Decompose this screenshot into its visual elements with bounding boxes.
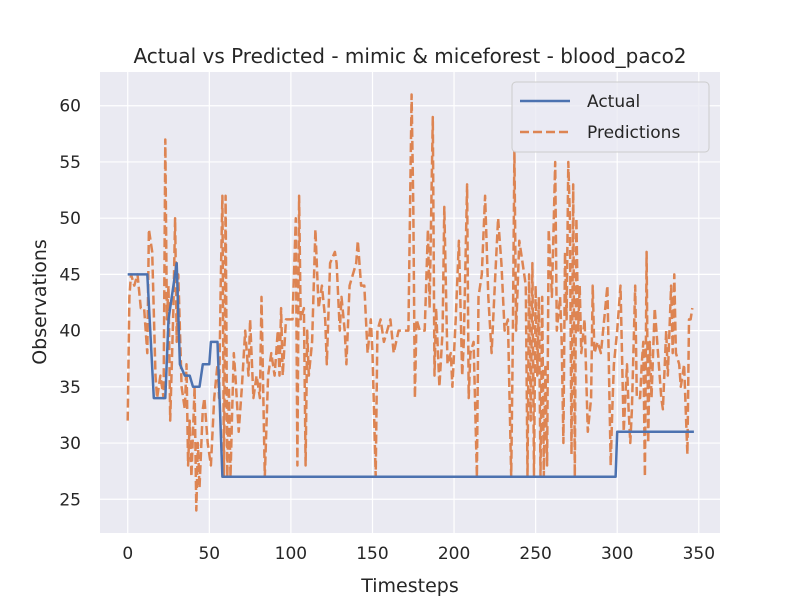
y-tick-label: 50 (59, 209, 81, 229)
x-tick-label: 100 (275, 544, 307, 564)
y-tick-label: 35 (59, 378, 81, 398)
x-tick-label: 200 (438, 544, 470, 564)
legend-label-predictions: Predictions (587, 123, 680, 143)
chart-title: Actual vs Predicted - mimic & miceforest… (133, 44, 686, 68)
y-tick-label: 30 (59, 434, 81, 454)
series-line-predictions (126, 93, 694, 512)
x-tick-label: 300 (601, 544, 633, 564)
y-tick-label: 55 (59, 153, 81, 173)
y-tick-label: 25 (59, 490, 81, 510)
y-axis-label: Observations (29, 239, 51, 365)
x-tick-label: 50 (198, 544, 220, 564)
y-tick-label: 40 (59, 322, 81, 342)
x-tick-label: 150 (356, 544, 388, 564)
legend-box (511, 81, 710, 153)
series-layer (126, 93, 694, 512)
x-tick-label: 0 (122, 544, 133, 564)
legend-label-actual: Actual (587, 92, 640, 112)
x-tick-label: 350 (683, 544, 715, 564)
ticks: 0 50 100 150 200 250 300 350 25 30 35 40 45 50 55 60 (59, 97, 715, 564)
x-tick-label: 250 (519, 544, 551, 564)
legend: Actual Predictions (511, 81, 710, 153)
x-axis-label: Timesteps (360, 575, 459, 597)
series-line-actual (127, 261, 694, 479)
y-tick-label: 45 (59, 265, 81, 285)
y-tick-label: 60 (59, 97, 81, 117)
